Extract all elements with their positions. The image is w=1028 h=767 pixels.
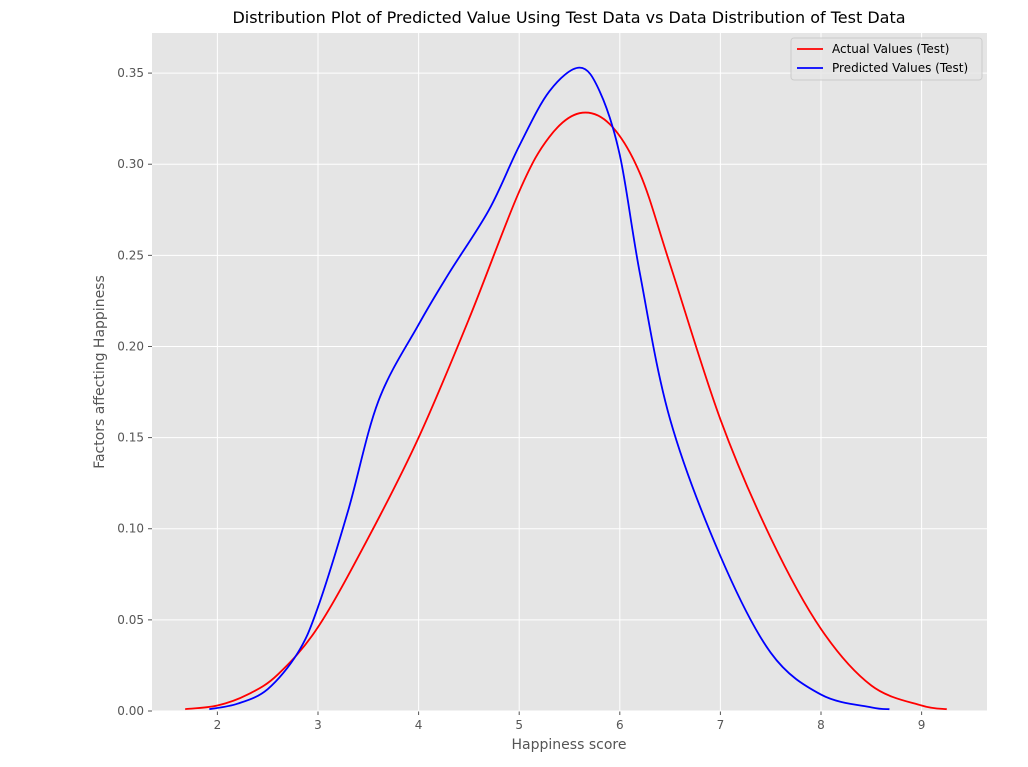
legend-label-actual: Actual Values (Test)	[832, 42, 949, 56]
x-tick-label: 4	[415, 718, 423, 732]
y-tick-labels: 0.00 0.05 0.10 0.15 0.20 0.25 0.30 0.35	[117, 66, 144, 718]
series-line-actual	[185, 111, 947, 711]
grid-lines	[148, 33, 987, 715]
legend-label-predicted: Predicted Values (Test)	[832, 61, 968, 75]
x-tick-label: 9	[918, 718, 926, 732]
y-tick-label: 0.05	[117, 613, 144, 627]
series-line-predicted	[209, 66, 890, 711]
x-axis-label: Happiness score	[512, 737, 627, 753]
legend: Actual Values (Test) Predicted Values (T…	[790, 37, 983, 81]
x-tick-label: 7	[717, 718, 725, 732]
chart-title: Distribution Plot of Predicted Value Usi…	[232, 8, 905, 27]
x-tick-label: 8	[817, 718, 825, 732]
y-tick-label: 0.10	[117, 522, 144, 536]
series-lines	[185, 66, 947, 711]
y-tick-label: 0.25	[117, 248, 144, 262]
y-tick-label: 0.15	[117, 431, 144, 445]
x-tick-label: 6	[616, 718, 624, 732]
y-tick-label: 0.30	[117, 157, 144, 171]
x-tick-labels: 2 3 4 5 6 7 8 9	[214, 718, 926, 732]
x-tick-label: 5	[515, 718, 523, 732]
x-tick-label: 3	[314, 718, 322, 732]
y-tick-label: 0.20	[117, 339, 144, 353]
x-tick-label: 2	[214, 718, 222, 732]
legend-box	[790, 37, 983, 81]
y-tick-label: 0.00	[117, 704, 144, 718]
y-axis-label: Factors affecting Happiness	[92, 275, 108, 469]
plot-area	[152, 33, 987, 711]
y-tick-label: 0.35	[117, 66, 144, 80]
